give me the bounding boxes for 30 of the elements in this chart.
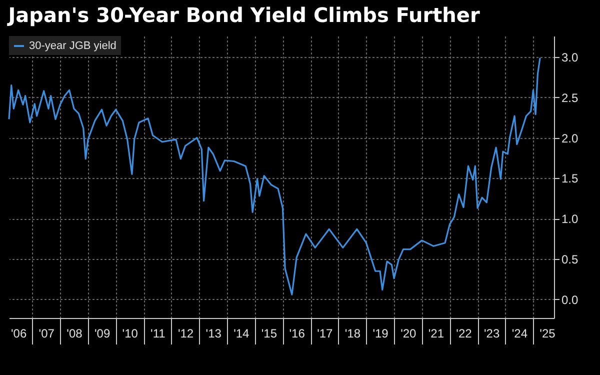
- y-tick-label: 0.5: [562, 252, 579, 267]
- x-tick-label: '16: [289, 326, 306, 340]
- chart-title: Japan's 30-Year Bond Yield Climbs Further: [6, 3, 480, 27]
- x-tick-label: '19: [372, 326, 389, 340]
- x-tick-label: '17: [317, 326, 334, 340]
- y-tick-label: 3.0: [562, 50, 579, 65]
- x-tick-label: '20: [400, 326, 417, 340]
- x-tick-label: '11: [150, 326, 166, 340]
- y-tick-label: 0.0: [562, 292, 579, 307]
- x-tick-label: '14: [234, 326, 250, 340]
- legend-label: 30-year JGB yield: [29, 40, 116, 52]
- y-tick-label: 2.0: [562, 131, 579, 146]
- x-tick-label: '23: [484, 326, 500, 340]
- x-tick-label: '21: [428, 326, 444, 340]
- x-tick-label: '22: [456, 326, 472, 340]
- x-tick-label: '09: [94, 326, 110, 340]
- y-tick-label: 1.0: [562, 212, 579, 226]
- x-tick-label: '06: [10, 326, 27, 340]
- x-tick-label: '10: [122, 326, 138, 340]
- y-tick-label: 2.5: [562, 90, 579, 105]
- x-tick-label: '24: [512, 326, 528, 340]
- x-tick-label: '25: [540, 326, 556, 340]
- x-tick-label: '15: [261, 326, 278, 340]
- line-series: [8, 57, 541, 296]
- y-tick-label: 1.5: [562, 172, 579, 186]
- x-tick-label: '08: [66, 326, 83, 340]
- x-tick-label: '12: [178, 326, 194, 340]
- x-tick-label: '07: [38, 326, 55, 340]
- x-tick-label: '18: [344, 326, 361, 340]
- x-tick-label: '13: [206, 326, 222, 340]
